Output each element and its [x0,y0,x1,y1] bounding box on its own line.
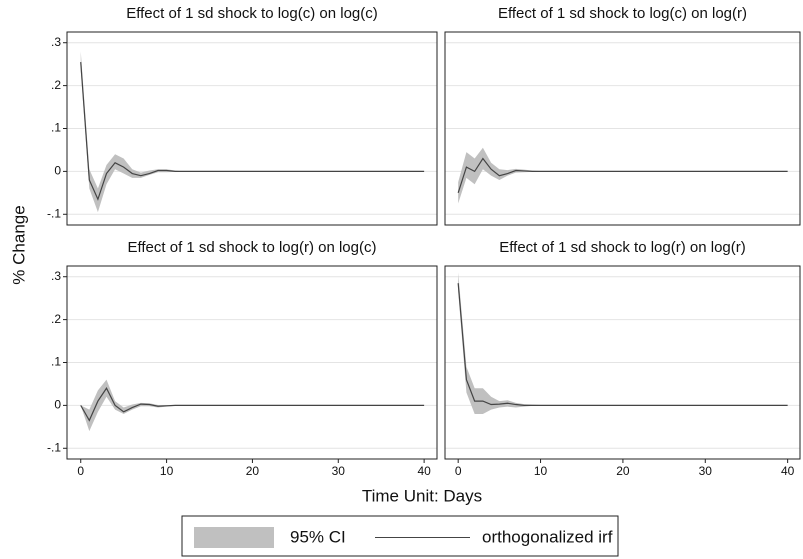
y-tick-label: .2 [51,312,61,326]
x-axis-label: Time Unit: Days [362,486,482,505]
ci-band [80,379,425,432]
y-tick-label: 0 [54,398,61,412]
x-tick-label: 10 [534,464,548,478]
x-tick-label: 10 [160,464,174,478]
legend-label: orthogonalized irf [482,527,613,546]
panel-frame [444,265,801,460]
x-tick-label: 0 [455,464,462,478]
x-tick-label: 20 [616,464,630,478]
y-tick-label: -.1 [47,440,61,454]
y-tick-label: 0 [54,164,61,178]
irf-line [80,387,425,422]
y-tick-label: .2 [51,78,61,92]
irf-line [80,61,425,201]
x-tick-label: 30 [699,464,713,478]
panel-title: Effect of 1 sd shock to log(r) on log(r) [499,239,746,256]
y-axis-label: % Change [9,205,28,284]
panel-frame [66,31,438,226]
x-tick-label: 20 [246,464,260,478]
ci-band [458,147,788,204]
y-tick-label: -.1 [47,206,61,220]
y-tick-label: .3 [51,269,61,283]
panel-frame [66,265,438,460]
legend-label: 95% CI [290,527,346,546]
x-tick-label: 40 [781,464,795,478]
panel-frame [444,31,801,226]
panel-title: Effect of 1 sd shock to log(c) on log(c) [126,5,378,22]
x-tick-label: 0 [77,464,84,478]
y-tick-label: .3 [51,35,61,49]
y-tick-label: .1 [51,121,61,135]
irf-line [457,157,788,194]
ci-band [80,51,425,213]
y-tick-label: .1 [51,355,61,369]
panel-title: Effect of 1 sd shock to log(r) on log(c) [127,239,376,256]
x-tick-label: 30 [332,464,346,478]
panel-title: Effect of 1 sd shock to log(c) on log(r) [498,5,747,22]
legend-swatch [194,527,274,548]
irf-line [457,283,788,406]
x-tick-label: 40 [417,464,431,478]
ci-band [458,272,788,414]
